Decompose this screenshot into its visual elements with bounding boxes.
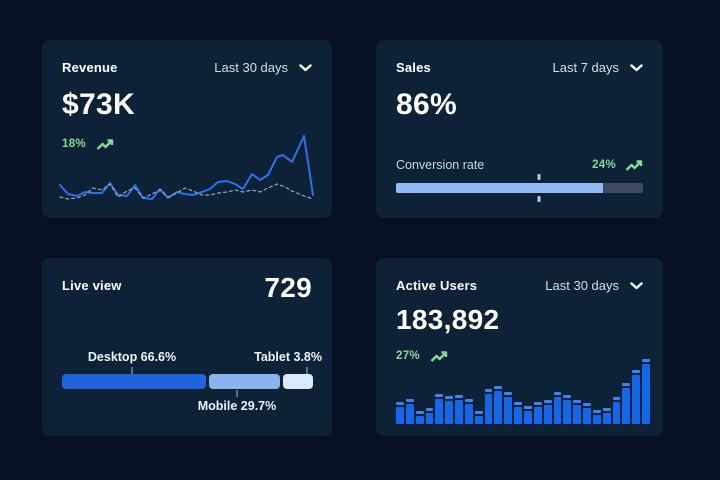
- conversion-progress-bar: [396, 174, 643, 202]
- trend-up-icon: [625, 160, 643, 171]
- segment-tablet: [283, 374, 313, 389]
- device-stacked-bar: [62, 374, 313, 389]
- bar: [642, 359, 650, 424]
- conversion-rate-label: Conversion rate: [396, 158, 485, 172]
- revenue-range-label: Last 30 days: [214, 60, 288, 75]
- progress-target-marker-above: [537, 174, 541, 180]
- bar: [602, 408, 611, 424]
- active-users-title: Active Users: [396, 278, 478, 293]
- revenue-card-header: Revenue Last 30 days: [62, 60, 312, 75]
- bar: [523, 406, 532, 424]
- conversion-progress-fill: [396, 183, 604, 193]
- segment-desktop: [62, 374, 206, 389]
- bar: [435, 394, 444, 424]
- bar: [612, 397, 621, 424]
- bar: [504, 392, 513, 424]
- sales-range-label: Last 7 days: [552, 60, 620, 75]
- live-view-card: Live view 729 Desktop 66.6% Tablet 3.8% …: [42, 258, 332, 436]
- revenue-value: $73K: [62, 88, 135, 121]
- bar: [484, 389, 493, 424]
- active-users-range-dropdown[interactable]: Last 30 days: [545, 278, 643, 293]
- active-users-value: 183,892: [396, 304, 500, 335]
- live-view-card-header: Live view 729: [62, 272, 312, 304]
- sales-title: Sales: [396, 60, 431, 75]
- bar: [592, 410, 601, 424]
- bar: [494, 386, 503, 424]
- active-users-delta-text: 27%: [396, 350, 420, 362]
- trend-up-icon: [96, 139, 114, 150]
- bar: [474, 411, 483, 424]
- active-users-card: Active Users Last 30 days 183,892 27%: [376, 258, 663, 436]
- mobile-tick: [236, 390, 238, 397]
- bar: [425, 408, 434, 424]
- bar: [573, 400, 582, 424]
- revenue-card: Revenue Last 30 days $73K 18%: [42, 40, 332, 218]
- segment-mobile: [208, 374, 280, 389]
- revenue-title: Revenue: [62, 60, 118, 75]
- bar: [415, 411, 424, 424]
- revenue-line-chart-wrap: [58, 135, 318, 205]
- revenue-range-dropdown[interactable]: Last 30 days: [214, 60, 312, 75]
- bar: [396, 402, 404, 424]
- active-users-range-label: Last 30 days: [545, 278, 619, 293]
- chevron-down-icon: [630, 63, 643, 71]
- bar: [533, 402, 542, 424]
- chevron-down-icon: [299, 63, 312, 71]
- live-view-value: 729: [264, 272, 312, 303]
- bar: [563, 395, 572, 424]
- device-breakdown-chart: Desktop 66.6% Tablet 3.8% Mobile 29.7%: [62, 350, 322, 422]
- tablet-tick: [306, 367, 308, 374]
- mobile-share-label: Mobile 29.7%: [197, 399, 277, 413]
- sales-value: 86%: [396, 88, 457, 121]
- sales-delta-badge: 24%: [592, 158, 643, 172]
- sales-card-header: Sales Last 7 days: [396, 60, 643, 75]
- revenue-delta-badge: 18%: [62, 137, 312, 151]
- desktop-share-label: Desktop 66.6%: [87, 350, 177, 364]
- bar: [553, 392, 562, 424]
- revenue-line-chart: [59, 135, 314, 200]
- tablet-share-label: Tablet 3.8%: [254, 350, 322, 364]
- bar: [632, 370, 641, 424]
- bar: [464, 399, 473, 424]
- active-users-card-header: Active Users Last 30 days: [396, 278, 643, 293]
- chevron-down-icon: [630, 281, 643, 289]
- trend-up-icon: [430, 351, 448, 362]
- sales-range-dropdown[interactable]: Last 7 days: [553, 60, 644, 75]
- desktop-tick: [131, 367, 133, 374]
- bar: [445, 396, 454, 424]
- conversion-rate-row: Conversion rate 24%: [396, 158, 643, 172]
- progress-target-marker-below: [537, 196, 541, 202]
- bar: [455, 395, 463, 424]
- bar: [514, 402, 522, 424]
- bar: [622, 383, 631, 424]
- bar: [543, 400, 552, 424]
- sales-card: Sales Last 7 days 86% Conversion rate 24…: [376, 40, 663, 218]
- bar: [405, 399, 414, 424]
- revenue-delta-text: 18%: [62, 138, 86, 150]
- sales-delta-text: 24%: [592, 159, 616, 171]
- live-view-title: Live view: [62, 278, 122, 293]
- active-users-bar-chart: [396, 358, 650, 424]
- bar: [583, 403, 591, 424]
- active-users-delta-badge: 27%: [396, 349, 643, 363]
